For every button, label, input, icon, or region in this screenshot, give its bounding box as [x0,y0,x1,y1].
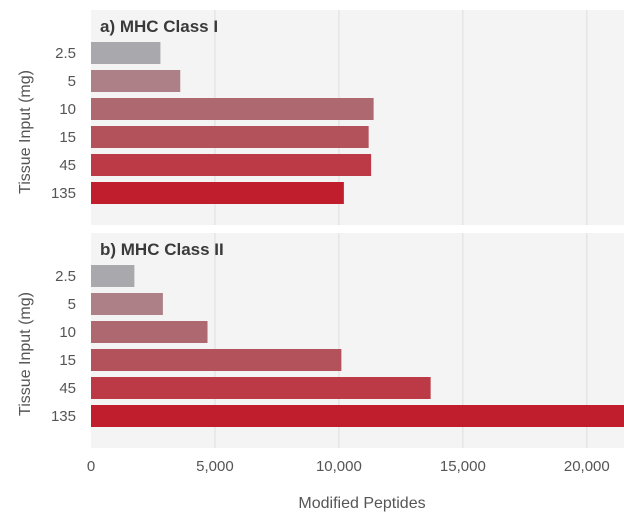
y-tick-label-0-2: 10 [59,101,76,118]
bar-class-ii-1 [91,293,163,315]
labels: 2.5 5 10 15 45 135 2.5 5 10 15 45 135 0 5,000 10,000 15… [51,45,610,475]
y-tick-label-0-0: 2.5 [55,45,76,62]
y-tick-label-1-4: 45 [59,380,76,397]
bar-class-ii-5 [91,405,624,427]
y-tick-label-1-0: 2.5 [55,268,76,285]
y-tick-label-0-1: 5 [68,73,76,90]
bar-class-ii-2 [91,321,208,343]
bar-class-i-4 [91,154,372,176]
bar-class-ii-3 [91,349,342,371]
y-tick-label-1-5: 135 [51,408,76,425]
y-tick-label-0-4: 45 [59,157,76,174]
x-tick-label-0: 0 [87,458,95,475]
x-tick-label-2: 10,000 [316,458,362,475]
bar-class-ii-4 [91,377,431,399]
y-tick-label-0-5: 135 [51,185,76,202]
y-tick-label-1-1: 5 [68,296,76,313]
y-tick-label-1-3: 15 [59,352,76,369]
x-tick-label-4: 20,000 [564,458,610,475]
bar-class-i-3 [91,126,369,148]
y-tick-label-0-3: 15 [59,129,76,146]
bar-class-i-1 [91,70,181,92]
bar-class-i-2 [91,98,374,120]
bars [91,42,624,427]
x-tick-label-3: 15,000 [440,458,486,475]
bar-class-i-0 [91,42,161,64]
panel-b-y-axis-title: Tissue Input (mg) [17,292,34,416]
bar-class-ii-0 [91,265,135,287]
bar-class-i-5 [91,182,344,204]
panel-a-y-axis-title: Tissue Input (mg) [17,70,34,194]
panel-a-title: a) MHC Class I [100,17,218,36]
x-axis-title: Modified Peptides [298,495,425,512]
x-tick-label-1: 5,000 [196,458,234,475]
y-tick-label-1-2: 10 [59,324,76,341]
panel-b-title: b) MHC Class II [100,240,224,259]
